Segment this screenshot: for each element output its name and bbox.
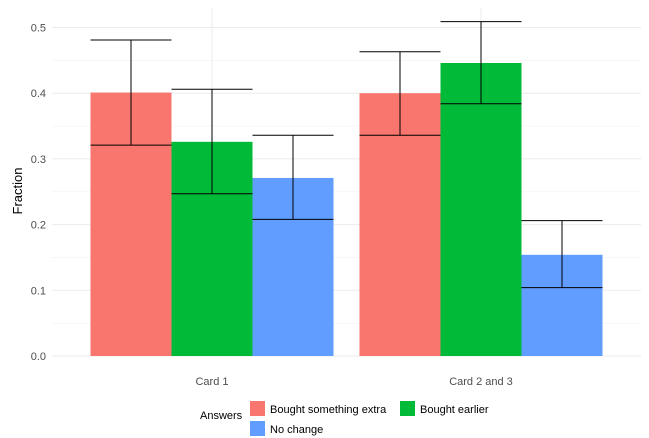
legend-swatch xyxy=(400,401,415,416)
y-axis-title: Fraction xyxy=(10,168,25,215)
legend-label: Bought something extra xyxy=(270,404,387,416)
legend-label: No change xyxy=(270,424,323,436)
y-tick-label: 0.0 xyxy=(31,351,46,363)
bar xyxy=(440,62,522,357)
y-tick-label: 0.2 xyxy=(31,220,46,232)
legend-title: Answers xyxy=(200,410,243,422)
y-tick-labels: 0.0 0.1 0.2 0.3 0.4 0.5 xyxy=(31,23,46,364)
legend-swatch xyxy=(250,401,265,416)
x-tick-label: Card 2 and 3 xyxy=(449,376,513,388)
y-tick-label: 0.3 xyxy=(31,154,46,166)
y-tick-label: 0.1 xyxy=(31,285,46,297)
bars xyxy=(90,62,603,357)
x-tick-label: Card 1 xyxy=(195,376,228,388)
legend: Answers Bought something extra Bought ear… xyxy=(200,401,489,436)
legend-swatch xyxy=(250,421,265,436)
bar xyxy=(359,93,441,356)
y-tick-label: 0.4 xyxy=(31,88,46,100)
y-tick-label: 0.5 xyxy=(31,23,46,35)
x-tick-labels: Card 1 Card 2 and 3 xyxy=(195,376,512,388)
error-bars xyxy=(90,21,603,289)
legend-label: Bought earlier xyxy=(420,404,489,416)
